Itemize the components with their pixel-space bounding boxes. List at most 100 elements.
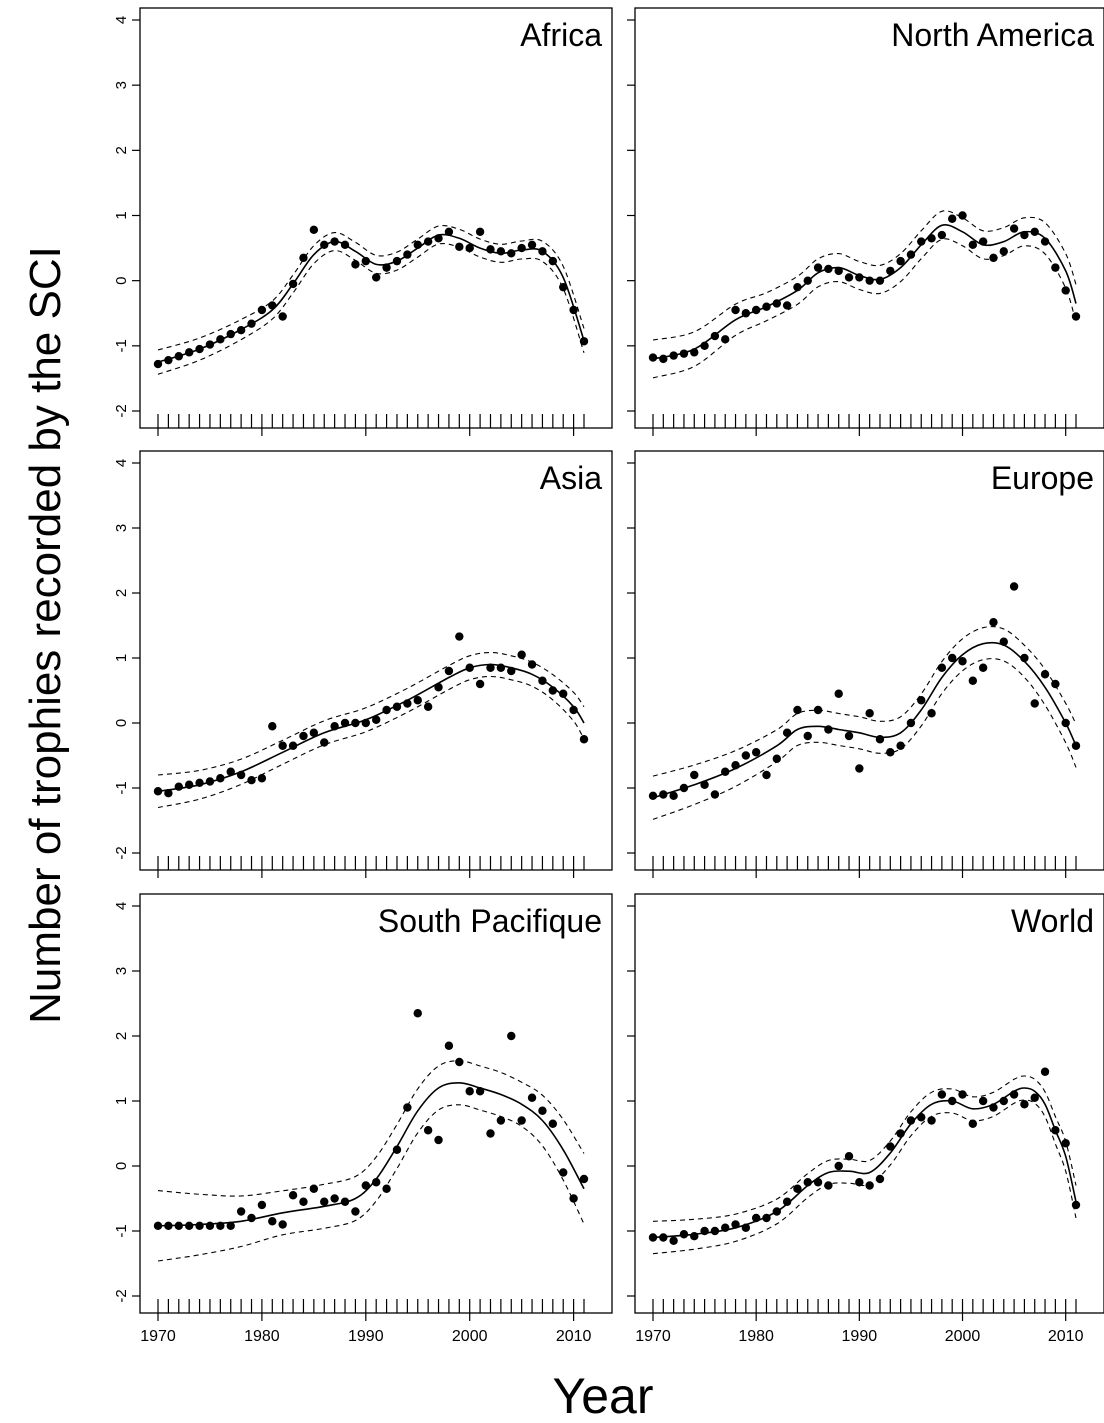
data-point [299, 253, 308, 263]
data-point [330, 237, 339, 246]
data-point [824, 1181, 833, 1190]
data-point [772, 299, 782, 308]
data-point [340, 240, 350, 250]
data-point [517, 1116, 526, 1125]
y-tick-label: 1 [113, 654, 130, 662]
data-point [548, 1119, 558, 1128]
data-point [403, 250, 412, 259]
data-point [382, 263, 391, 272]
fit-upper-ci [652, 210, 1077, 341]
data-point [527, 240, 537, 250]
fit-upper-ci [652, 626, 1077, 777]
fit-lower-ci [157, 242, 585, 375]
data-point [834, 1161, 843, 1171]
data-point [371, 273, 381, 282]
data-point [793, 1184, 802, 1193]
fit-upper-ci [157, 1060, 585, 1197]
data-point [844, 731, 854, 741]
data-point [731, 761, 740, 770]
data-point [1009, 224, 1019, 233]
data-point [153, 787, 163, 796]
x-tick-label: 1990 [348, 1328, 384, 1345]
y-tick-label: -2 [113, 1289, 130, 1302]
data-point [351, 718, 360, 728]
data-point [507, 249, 516, 258]
data-point [1020, 1100, 1029, 1109]
data-point [968, 676, 978, 685]
x-tick-label: 2010 [556, 1328, 592, 1345]
data-point [679, 1230, 689, 1239]
data-point [351, 260, 360, 269]
data-point [927, 709, 936, 718]
data-point [164, 1221, 173, 1231]
y-tick-label: 2 [113, 1032, 130, 1040]
data-point [236, 770, 246, 780]
y-tick-label: 4 [113, 902, 130, 910]
data-point [268, 1217, 277, 1226]
panel-africa: -2 -1 0 1 2 3 4 Africa [113, 7, 613, 436]
data-point [917, 696, 926, 705]
data-point [1061, 1139, 1070, 1148]
y-tick-label: -1 [113, 1224, 130, 1237]
data-point [896, 741, 905, 750]
x-tick-label: 1970 [635, 1328, 671, 1345]
data-point [1020, 230, 1029, 240]
data-point [527, 660, 537, 669]
data-point [690, 1232, 699, 1241]
data-point [865, 709, 874, 718]
panel-europe: Europe [627, 450, 1104, 878]
data-point [793, 705, 802, 715]
data-point [978, 237, 988, 246]
data-point [751, 1213, 761, 1223]
data-point [813, 1178, 823, 1187]
data-point [548, 256, 558, 266]
data-point [659, 790, 668, 799]
data-point [999, 247, 1008, 256]
data-point [257, 1200, 267, 1210]
data-point [184, 348, 194, 357]
data-point [538, 676, 547, 685]
data-point [257, 305, 267, 315]
x-tick-label: 1990 [842, 1328, 878, 1345]
data-point [906, 1116, 916, 1125]
data-point [937, 1090, 947, 1099]
data-point [455, 632, 464, 641]
y-tick-label: 2 [113, 589, 130, 597]
data-point [278, 741, 287, 750]
data-point [361, 256, 371, 266]
data-point [669, 1236, 678, 1245]
y-tick-label: -1 [113, 339, 130, 352]
data-point [937, 230, 947, 240]
x-tick-label: 1970 [140, 1328, 176, 1345]
data-point [875, 735, 885, 744]
data-point [1009, 582, 1019, 591]
data-point [475, 679, 485, 689]
data-point [1030, 699, 1039, 708]
data-point [947, 653, 957, 663]
data-point [947, 214, 957, 223]
data-point [1051, 263, 1060, 272]
data-point [855, 1178, 864, 1187]
y-tick-label: 0 [113, 1162, 130, 1170]
data-point [413, 696, 422, 705]
data-point [205, 340, 215, 349]
panel-frame [634, 893, 1104, 1314]
fit-upper-ci [652, 1075, 1077, 1222]
data-point [1020, 653, 1029, 663]
data-point [1051, 679, 1060, 689]
data-point [999, 1096, 1008, 1106]
data-point [496, 1116, 506, 1125]
data-point [865, 276, 874, 285]
fit-line [652, 1087, 1077, 1239]
data-point [288, 741, 298, 750]
data-point [247, 1213, 256, 1223]
data-point [205, 777, 215, 786]
data-point [700, 1226, 709, 1236]
data-point [762, 302, 771, 311]
data-point [917, 1113, 926, 1122]
data-point [669, 351, 678, 360]
data-point [927, 1116, 936, 1125]
fit-lower-ci [157, 675, 585, 809]
data-point [403, 1103, 412, 1112]
